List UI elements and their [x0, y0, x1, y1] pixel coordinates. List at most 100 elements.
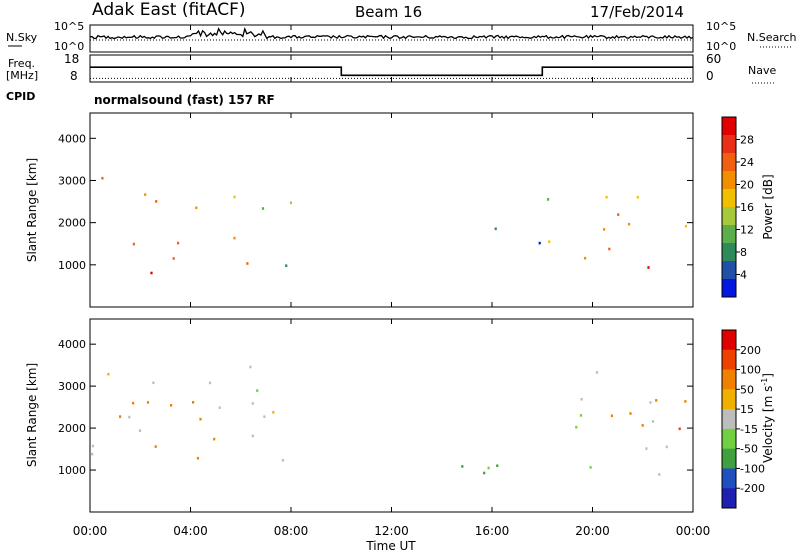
velocity-cell: [272, 411, 275, 414]
velocity-colorbar-label: Velocity [m s-1]: [760, 373, 775, 463]
colorbar-tick-label: 50: [740, 383, 754, 396]
velocity-cell: [251, 402, 254, 405]
x-tick-label: 20:00: [575, 524, 610, 538]
velocity-cell: [496, 464, 499, 467]
power-cell: [608, 247, 611, 251]
power-cell: [494, 227, 497, 231]
colorbar-segment: [722, 468, 736, 489]
velocity-cell: [119, 415, 122, 418]
freq-unit-label: [MHz]: [6, 69, 38, 82]
nave-tick-low: 0: [706, 69, 714, 83]
power-cell: [101, 176, 104, 180]
frequency-panel: Freq. [MHz] 18 8 60 0 Nave: [6, 52, 776, 84]
x-tick-label: 00:00: [73, 524, 108, 538]
cpid-label: CPID: [6, 90, 35, 103]
velocity-ylabel: Slant Range [km]: [25, 363, 39, 467]
nave-label: Nave: [748, 64, 776, 77]
velocity-cell: [208, 381, 212, 385]
velocity-cell: [138, 429, 142, 432]
colorbar-segment: [722, 225, 736, 244]
velocity-cell: [213, 437, 216, 441]
velocity-cell: [249, 365, 252, 369]
noise-right-tick-low: 10^0: [706, 40, 736, 53]
velocity-cell: [91, 452, 94, 456]
power-ylabel: Slant Range [km]: [25, 158, 39, 262]
velocity-cell: [684, 400, 687, 403]
velocity-cell: [192, 401, 195, 404]
y-tick-label: 2000: [58, 217, 86, 230]
power-cell: [246, 262, 249, 265]
noise-panel: N.Sky N.Search 10^5 10^0 10^5 10^0: [6, 20, 797, 53]
colorbar-tick-label: -100: [740, 462, 765, 475]
velocity-cell: [589, 466, 592, 469]
colorbar-segment: [722, 135, 736, 154]
y-tick-label: 3000: [58, 380, 86, 393]
colorbar-segment: [722, 389, 736, 410]
freq-tick-high: 18: [64, 52, 79, 66]
power-cell: [617, 213, 620, 216]
colorbar-tick-label: 28: [740, 134, 754, 147]
y-tick-label: 1000: [58, 259, 86, 272]
station-title: Adak East (fitACF): [92, 0, 246, 20]
colorbar-segment: [722, 243, 736, 262]
colorbar-tick-label: -50: [740, 443, 758, 456]
colorbar-tick-label: 16: [740, 201, 754, 214]
power-cell: [547, 198, 550, 201]
colorbar-tick-label: 20: [740, 179, 754, 192]
x-tick-label: 08:00: [274, 524, 309, 538]
colorbar-segment: [722, 349, 736, 371]
velocity-cell: [281, 459, 284, 462]
velocity-cell: [263, 415, 266, 418]
power-cell: [605, 195, 608, 199]
power-cell: [233, 195, 236, 199]
colorbar-segment: [722, 117, 736, 136]
noise-left-tick-high: 10^5: [54, 20, 84, 33]
power-colorbar: 28 24 20 16 12 8 4 Power [dB]: [721, 116, 775, 298]
power-cell: [647, 266, 650, 269]
velocity-cell: [645, 447, 648, 450]
colorbar-segment: [722, 153, 736, 172]
colorbar-segment: [722, 428, 736, 450]
velocity-cell: [579, 414, 583, 417]
velocity-cell: [256, 389, 259, 392]
velocity-cell: [170, 404, 173, 407]
x-axis-label: Time UT: [365, 539, 416, 553]
velocity-cell: [199, 417, 202, 421]
colorbar-tick-label: 100: [740, 364, 761, 377]
power-cell: [144, 193, 147, 196]
power-cell: [285, 264, 288, 267]
power-cell: [177, 241, 180, 245]
velocity-colorbar-text: Velocity [m s: [761, 386, 775, 463]
noise-right-tick-high: 10^5: [706, 20, 736, 33]
velocity-cell: [678, 427, 681, 431]
velocity-colorbar-unit-sup: -1: [760, 378, 769, 386]
colorbar-tick-label: 8: [740, 246, 747, 259]
date-title: 17/Feb/2014: [590, 3, 684, 21]
velocity-cell: [655, 399, 658, 402]
y-tick-label: 3000: [58, 174, 86, 187]
power-cell: [172, 257, 175, 260]
velocity-cell: [132, 401, 135, 405]
x-tick-label: 04:00: [173, 524, 208, 538]
velocity-cell: [196, 456, 199, 460]
velocity-cell: [107, 372, 110, 376]
velocity-panel: 1000 2000 3000 4000 Slant Range [km]: [25, 318, 694, 513]
colorbar-segment: [722, 261, 736, 280]
velocity-cell: [487, 466, 490, 470]
x-tick-label: 00:00: [676, 524, 711, 538]
power-cell: [233, 236, 236, 240]
power-cell: [628, 222, 631, 226]
velocity-cell: [152, 381, 155, 385]
power-panel: 1000 2000 3000 4000 Slant Range [km]: [25, 112, 694, 308]
y-tick-label: 2000: [58, 422, 86, 435]
power-cell: [538, 241, 541, 245]
power-colorbar-label: Power [dB]: [761, 174, 775, 239]
y-tick-label: 4000: [58, 132, 86, 145]
colorbar-tick-label: 4: [740, 269, 747, 282]
frequency-trace: [90, 66, 693, 77]
velocity-cell: [665, 445, 668, 449]
power-cell: [636, 195, 639, 199]
velocity-cell: [595, 371, 599, 374]
noise-sky-trace: [90, 26, 694, 40]
